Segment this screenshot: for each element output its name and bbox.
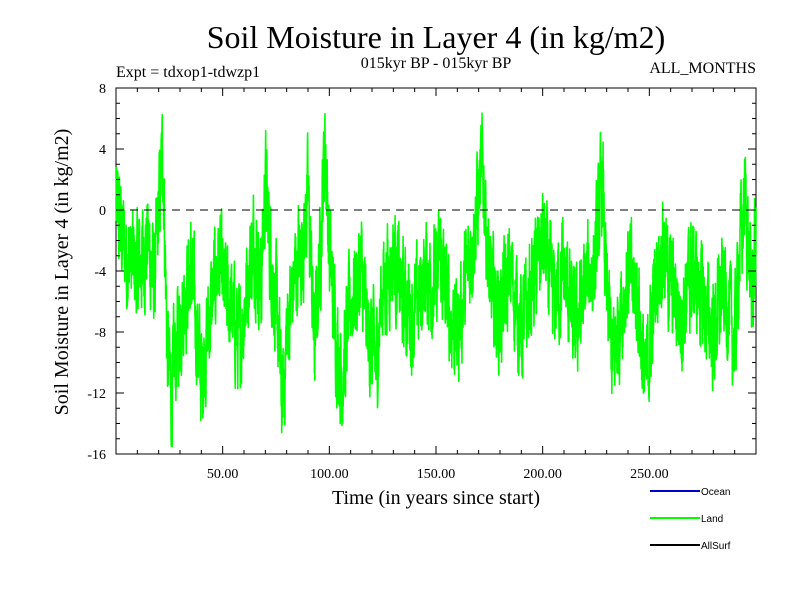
legend: Ocean Land AllSurf [650, 487, 731, 552]
y-tick-label: 0 [99, 204, 106, 219]
months-label: ALL_MONTHS [649, 60, 756, 77]
legend-label-ocean: Ocean [701, 487, 730, 498]
x-tick-label: 100.00 [310, 467, 349, 482]
y-tick-label: 8 [99, 82, 106, 97]
x-axis-label: Time (in years since start) [332, 487, 540, 509]
chart-title: Soil Moisture in Layer 4 (in kg/m2) [207, 19, 666, 55]
x-tick-label: 200.00 [523, 467, 562, 482]
series-line-land [115, 112, 757, 448]
y-axis-ticks [116, 102, 756, 440]
x-tick-label: 50.00 [207, 467, 239, 482]
y-tick-label: -16 [87, 448, 106, 463]
y-tick-label: -8 [94, 326, 106, 341]
y-axis-label: Soil Moisture in Layer 4 (in kg/m2) [51, 129, 73, 416]
x-tick-label: 250.00 [630, 467, 669, 482]
y-tick-label: 4 [99, 143, 106, 158]
y-axis-tick-labels: 8 4 0 -4 -8 -12 -16 [87, 82, 106, 463]
legend-label-land: Land [701, 514, 723, 525]
x-tick-label: 150.00 [417, 467, 456, 482]
experiment-label: Expt = tdxop1-tdwzp1 [116, 64, 260, 81]
y-tick-label: -12 [87, 387, 106, 402]
x-axis-tick-labels: 50.00 100.00 150.00 200.00 250.00 [207, 467, 669, 482]
y-tick-label: -4 [94, 265, 106, 280]
x-axis-ticks [136, 88, 736, 454]
chart-subtitle: 015kyr BP - 015kyr BP [361, 55, 512, 72]
legend-label-allsurf: AllSurf [701, 541, 731, 552]
